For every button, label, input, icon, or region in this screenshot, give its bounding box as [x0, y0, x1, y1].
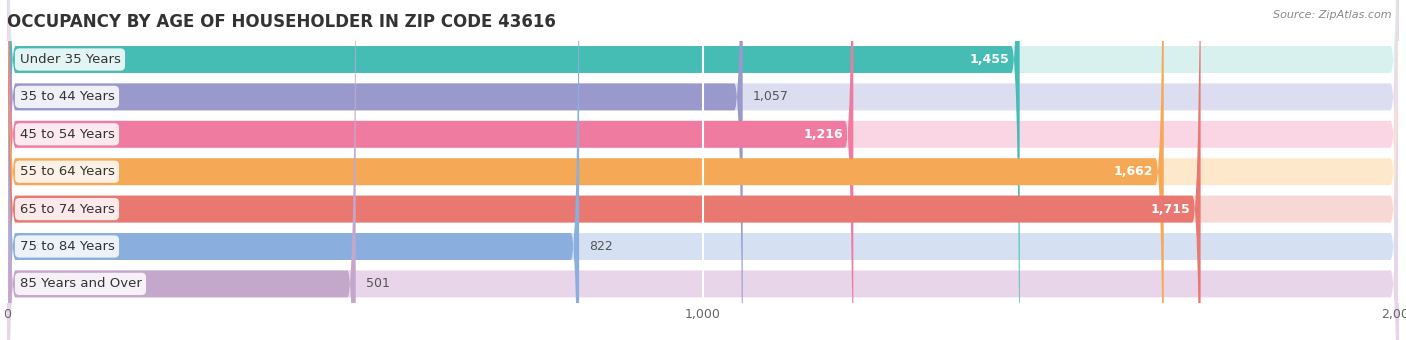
- Text: OCCUPANCY BY AGE OF HOUSEHOLDER IN ZIP CODE 43616: OCCUPANCY BY AGE OF HOUSEHOLDER IN ZIP C…: [7, 13, 555, 31]
- FancyBboxPatch shape: [7, 0, 579, 340]
- FancyBboxPatch shape: [7, 0, 1399, 340]
- Text: 822: 822: [589, 240, 613, 253]
- FancyBboxPatch shape: [7, 0, 1399, 340]
- Text: 1,662: 1,662: [1114, 165, 1153, 178]
- Text: 1,216: 1,216: [803, 128, 842, 141]
- Text: Source: ZipAtlas.com: Source: ZipAtlas.com: [1274, 10, 1392, 20]
- FancyBboxPatch shape: [7, 0, 1399, 340]
- Text: 1,715: 1,715: [1150, 203, 1191, 216]
- Text: 35 to 44 Years: 35 to 44 Years: [20, 90, 114, 103]
- Text: 1,455: 1,455: [970, 53, 1010, 66]
- FancyBboxPatch shape: [7, 0, 356, 340]
- Text: 55 to 64 Years: 55 to 64 Years: [20, 165, 114, 178]
- FancyBboxPatch shape: [7, 0, 1399, 340]
- FancyBboxPatch shape: [7, 0, 1399, 340]
- Text: 85 Years and Over: 85 Years and Over: [20, 277, 142, 290]
- Text: 501: 501: [366, 277, 389, 290]
- FancyBboxPatch shape: [7, 0, 853, 340]
- Text: Under 35 Years: Under 35 Years: [20, 53, 121, 66]
- FancyBboxPatch shape: [7, 0, 1201, 340]
- Text: 75 to 84 Years: 75 to 84 Years: [20, 240, 114, 253]
- Text: 65 to 74 Years: 65 to 74 Years: [20, 203, 114, 216]
- FancyBboxPatch shape: [7, 0, 1399, 340]
- Text: 45 to 54 Years: 45 to 54 Years: [20, 128, 114, 141]
- FancyBboxPatch shape: [7, 0, 1399, 340]
- FancyBboxPatch shape: [7, 0, 742, 340]
- Text: 1,057: 1,057: [754, 90, 789, 103]
- FancyBboxPatch shape: [7, 0, 1019, 340]
- FancyBboxPatch shape: [7, 0, 1164, 340]
